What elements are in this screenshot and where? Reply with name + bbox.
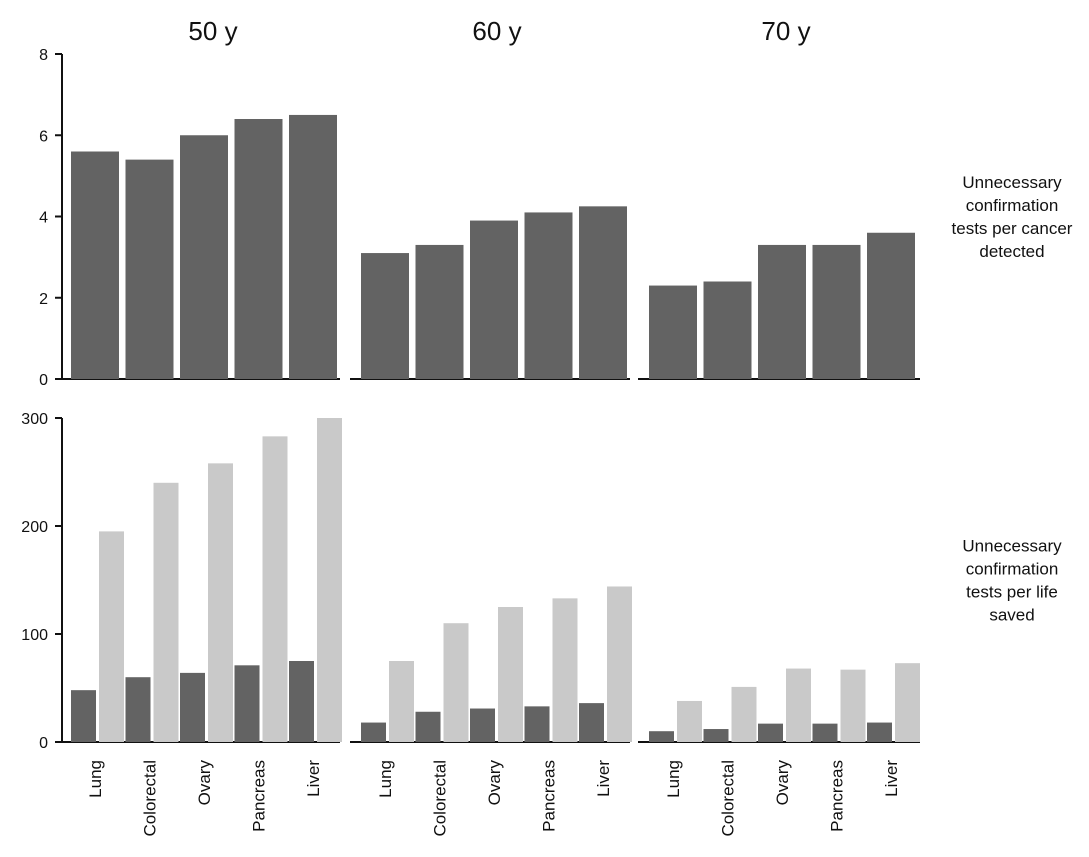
panel-title: 70 y (761, 16, 810, 46)
bar-colorectal-50y-s2 (153, 482, 179, 742)
panel-title: 50 y (188, 16, 237, 46)
bars-layer (71, 114, 920, 742)
panel-title: 60 y (472, 16, 521, 46)
bar-pancreas-60y (524, 212, 573, 379)
y-tick-label: 300 (21, 411, 48, 428)
bar-lung-60y-s1 (361, 722, 386, 742)
bar-lung-60y-s2 (389, 661, 414, 742)
row-label-line: Unnecessary (962, 173, 1062, 192)
bar-liver-70y-s1 (867, 722, 892, 742)
category-label-lung: Lung (664, 760, 683, 798)
category-label-ovary: Ovary (485, 760, 504, 806)
bar-liver-50y (289, 114, 337, 379)
y-tick-label: 4 (39, 210, 48, 227)
row-label-line: Unnecessary (962, 537, 1062, 556)
category-label-colorectal: Colorectal (719, 760, 738, 837)
bar-lung-50y (71, 151, 119, 379)
bar-lung-60y (361, 253, 409, 379)
y-tick-label: 200 (21, 519, 48, 536)
category-label-pancreas: Pancreas (828, 760, 847, 832)
row-label-line: detected (979, 242, 1044, 261)
category-label-colorectal: Colorectal (141, 760, 160, 837)
bar-pancreas-70y (812, 244, 861, 379)
bar-colorectal-70y (703, 281, 752, 379)
bar-pancreas-70y-s2 (840, 669, 866, 742)
bar-ovary-60y (470, 220, 518, 379)
row-label-line: confirmation (966, 196, 1059, 215)
category-label-lung: Lung (86, 760, 105, 798)
y-tick-label: 0 (39, 372, 48, 389)
bar-pancreas-50y (234, 119, 283, 379)
bar-lung-70y (649, 285, 697, 379)
bar-liver-50y-s1 (289, 661, 314, 742)
row-label-line: saved (989, 606, 1034, 625)
bar-ovary-70y-s2 (786, 668, 811, 742)
category-label-ovary: Ovary (773, 760, 792, 806)
y-tick-label: 8 (39, 47, 48, 64)
row-label-line: confirmation (966, 560, 1059, 579)
bar-liver-50y-s2 (317, 418, 342, 742)
y-tick-label: 6 (39, 128, 48, 145)
bar-pancreas-60y-s1 (524, 706, 550, 742)
bar-colorectal-50y-s1 (125, 677, 151, 742)
y-tick-label: 100 (21, 627, 48, 644)
category-label-liver: Liver (882, 760, 901, 797)
bar-pancreas-50y-s2 (262, 436, 288, 742)
category-label-pancreas: Pancreas (540, 760, 559, 832)
bar-pancreas-70y-s1 (812, 723, 838, 742)
bar-liver-70y-s2 (895, 663, 920, 742)
bar-ovary-50y-s2 (208, 463, 233, 742)
y-tick-label: 2 (39, 291, 48, 308)
bar-colorectal-60y (415, 244, 464, 379)
bar-liver-70y (867, 232, 915, 379)
bar-ovary-50y (180, 135, 228, 379)
bar-colorectal-60y-s2 (443, 623, 469, 742)
bar-lung-50y-s1 (71, 690, 96, 742)
category-label-lung: Lung (376, 760, 395, 798)
y-tick-label: 0 (39, 735, 48, 752)
row-label-line: tests per cancer (952, 219, 1073, 238)
bar-ovary-60y-s2 (498, 607, 523, 742)
row-label-line: tests per life (966, 583, 1058, 602)
category-label-ovary: Ovary (195, 760, 214, 806)
bar-ovary-70y-s1 (758, 723, 783, 742)
bar-pancreas-60y-s2 (552, 598, 578, 742)
bar-liver-60y-s1 (579, 703, 604, 742)
bar-ovary-60y-s1 (470, 708, 495, 742)
bar-colorectal-70y-s2 (731, 686, 757, 742)
bar-lung-70y-s1 (649, 731, 674, 742)
labels-layer: 50 y 60 y 70 y 0 2 4 6 8 Unnecessary confirmation… (21, 16, 1073, 837)
bar-liver-60y-s2 (607, 586, 632, 742)
bar-ovary-70y (758, 244, 806, 379)
category-label-colorectal: Colorectal (431, 760, 450, 837)
category-label-liver: Liver (304, 760, 323, 797)
bar-lung-70y-s2 (677, 700, 702, 742)
bar-ovary-50y-s1 (180, 672, 205, 742)
category-label-liver: Liver (594, 760, 613, 797)
bar-colorectal-70y-s1 (703, 729, 729, 742)
bar-liver-60y (579, 206, 627, 379)
bar-lung-50y-s2 (99, 531, 124, 742)
category-label-pancreas: Pancreas (250, 760, 269, 832)
bar-colorectal-50y (125, 159, 174, 379)
bar-colorectal-60y-s1 (415, 711, 441, 742)
bar-pancreas-50y-s1 (234, 665, 260, 742)
